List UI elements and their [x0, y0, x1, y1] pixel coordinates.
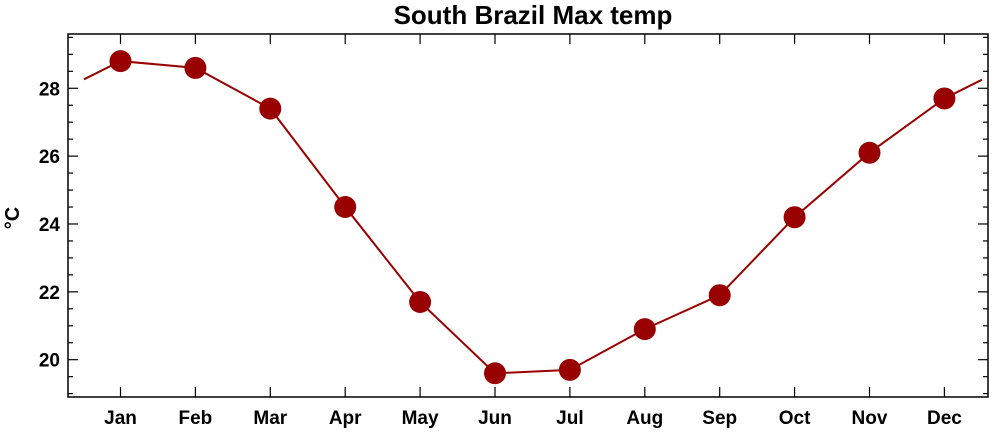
x-tick-label-dec: Dec [927, 408, 962, 429]
x-tick-label-oct: Oct [779, 408, 811, 429]
x-tick-label-apr: Apr [329, 408, 362, 429]
data-point-mar [259, 97, 282, 120]
y-tick-label: 22 [39, 283, 60, 304]
chart-title: South Brazil Max temp [394, 0, 673, 30]
data-point-apr [334, 196, 357, 219]
data-point-jan [109, 50, 132, 73]
x-tick-label-aug: Aug [626, 408, 663, 429]
data-point-jul [558, 358, 581, 381]
data-point-oct [783, 206, 806, 229]
y-axis-label: °C [2, 207, 24, 229]
x-tick-label-jul: Jul [556, 408, 583, 429]
data-point-jun [484, 362, 506, 385]
x-tick-label-sep: Sep [702, 408, 737, 429]
x-tick-label-mar: Mar [253, 408, 287, 429]
data-point-sep [708, 284, 731, 307]
x-tick-label-may: May [402, 408, 439, 429]
data-point-feb [184, 56, 207, 79]
x-tick-label-jan: Jan [104, 408, 137, 429]
data-point-aug [633, 318, 656, 341]
data-point-dec [933, 87, 956, 110]
y-tick-label: 20 [39, 351, 60, 372]
series-line-0 [83, 60, 983, 375]
plot-area: 20 22 24 26 28 Jan Feb Mar Apr May Jun Jul Aug Sep Oct… [39, 33, 989, 429]
y-tick-label: 26 [39, 147, 60, 168]
x-tick-label-nov: Nov [852, 408, 888, 429]
y-tick-label: 28 [39, 79, 60, 100]
x-tick-label-feb: Feb [179, 408, 213, 429]
data-point-may [409, 291, 432, 314]
plot-frame [67, 33, 989, 398]
y-tick-label: 24 [39, 215, 61, 236]
data-point-nov [858, 141, 881, 164]
x-tick-label-jun: Jun [478, 408, 512, 429]
